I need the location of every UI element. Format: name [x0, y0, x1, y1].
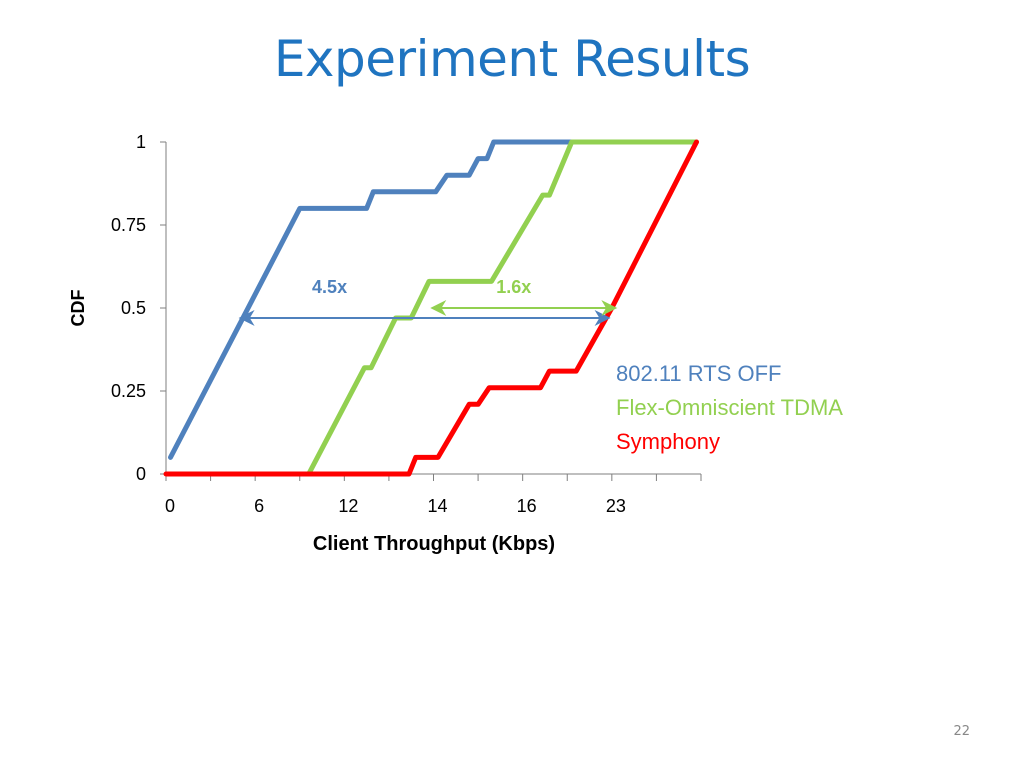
page-number: 22 — [953, 724, 970, 739]
y-tick-label: 0.5 — [121, 298, 146, 318]
legend-entry-2: Symphony — [616, 429, 720, 454]
legend: 802.11 RTS OFF Flex-Omniscient TDMA Sympho… — [616, 361, 843, 454]
series-group — [163, 139, 699, 477]
annotations-group: 4.5x 1.6x — [238, 277, 618, 326]
speedup-label-0: 4.5x — [312, 277, 347, 297]
slide-title: Experiment Results — [273, 30, 751, 88]
x-tick-label: 0 — [165, 496, 175, 516]
axes-group: 0 0.25 0.5 0.75 1 0 6 12 14 16 23 — [111, 132, 702, 516]
series-line-0 — [168, 139, 579, 460]
x-tick-label: 23 — [606, 496, 626, 516]
x-tick-label: 16 — [517, 496, 537, 516]
y-tick-label: 1 — [136, 132, 146, 152]
x-tick-label: 12 — [338, 496, 358, 516]
series-line-1 — [306, 139, 699, 477]
x-axis-label: Client Throughput (Kbps) — [313, 533, 555, 555]
y-tick-label: 0.25 — [111, 381, 146, 401]
legend-entry-1: Flex-Omniscient TDMA — [616, 395, 843, 420]
speedup-label-1: 1.6x — [496, 277, 531, 297]
y-axis-label: CDF — [68, 290, 88, 327]
legend-entry-0: 802.11 RTS OFF — [616, 361, 781, 386]
x-tick-label: 14 — [427, 496, 447, 516]
y-tick-label: 0 — [136, 464, 146, 484]
x-tick-label: 6 — [254, 496, 264, 516]
y-tick-label: 0.75 — [111, 215, 146, 235]
series-line-2 — [163, 139, 699, 477]
